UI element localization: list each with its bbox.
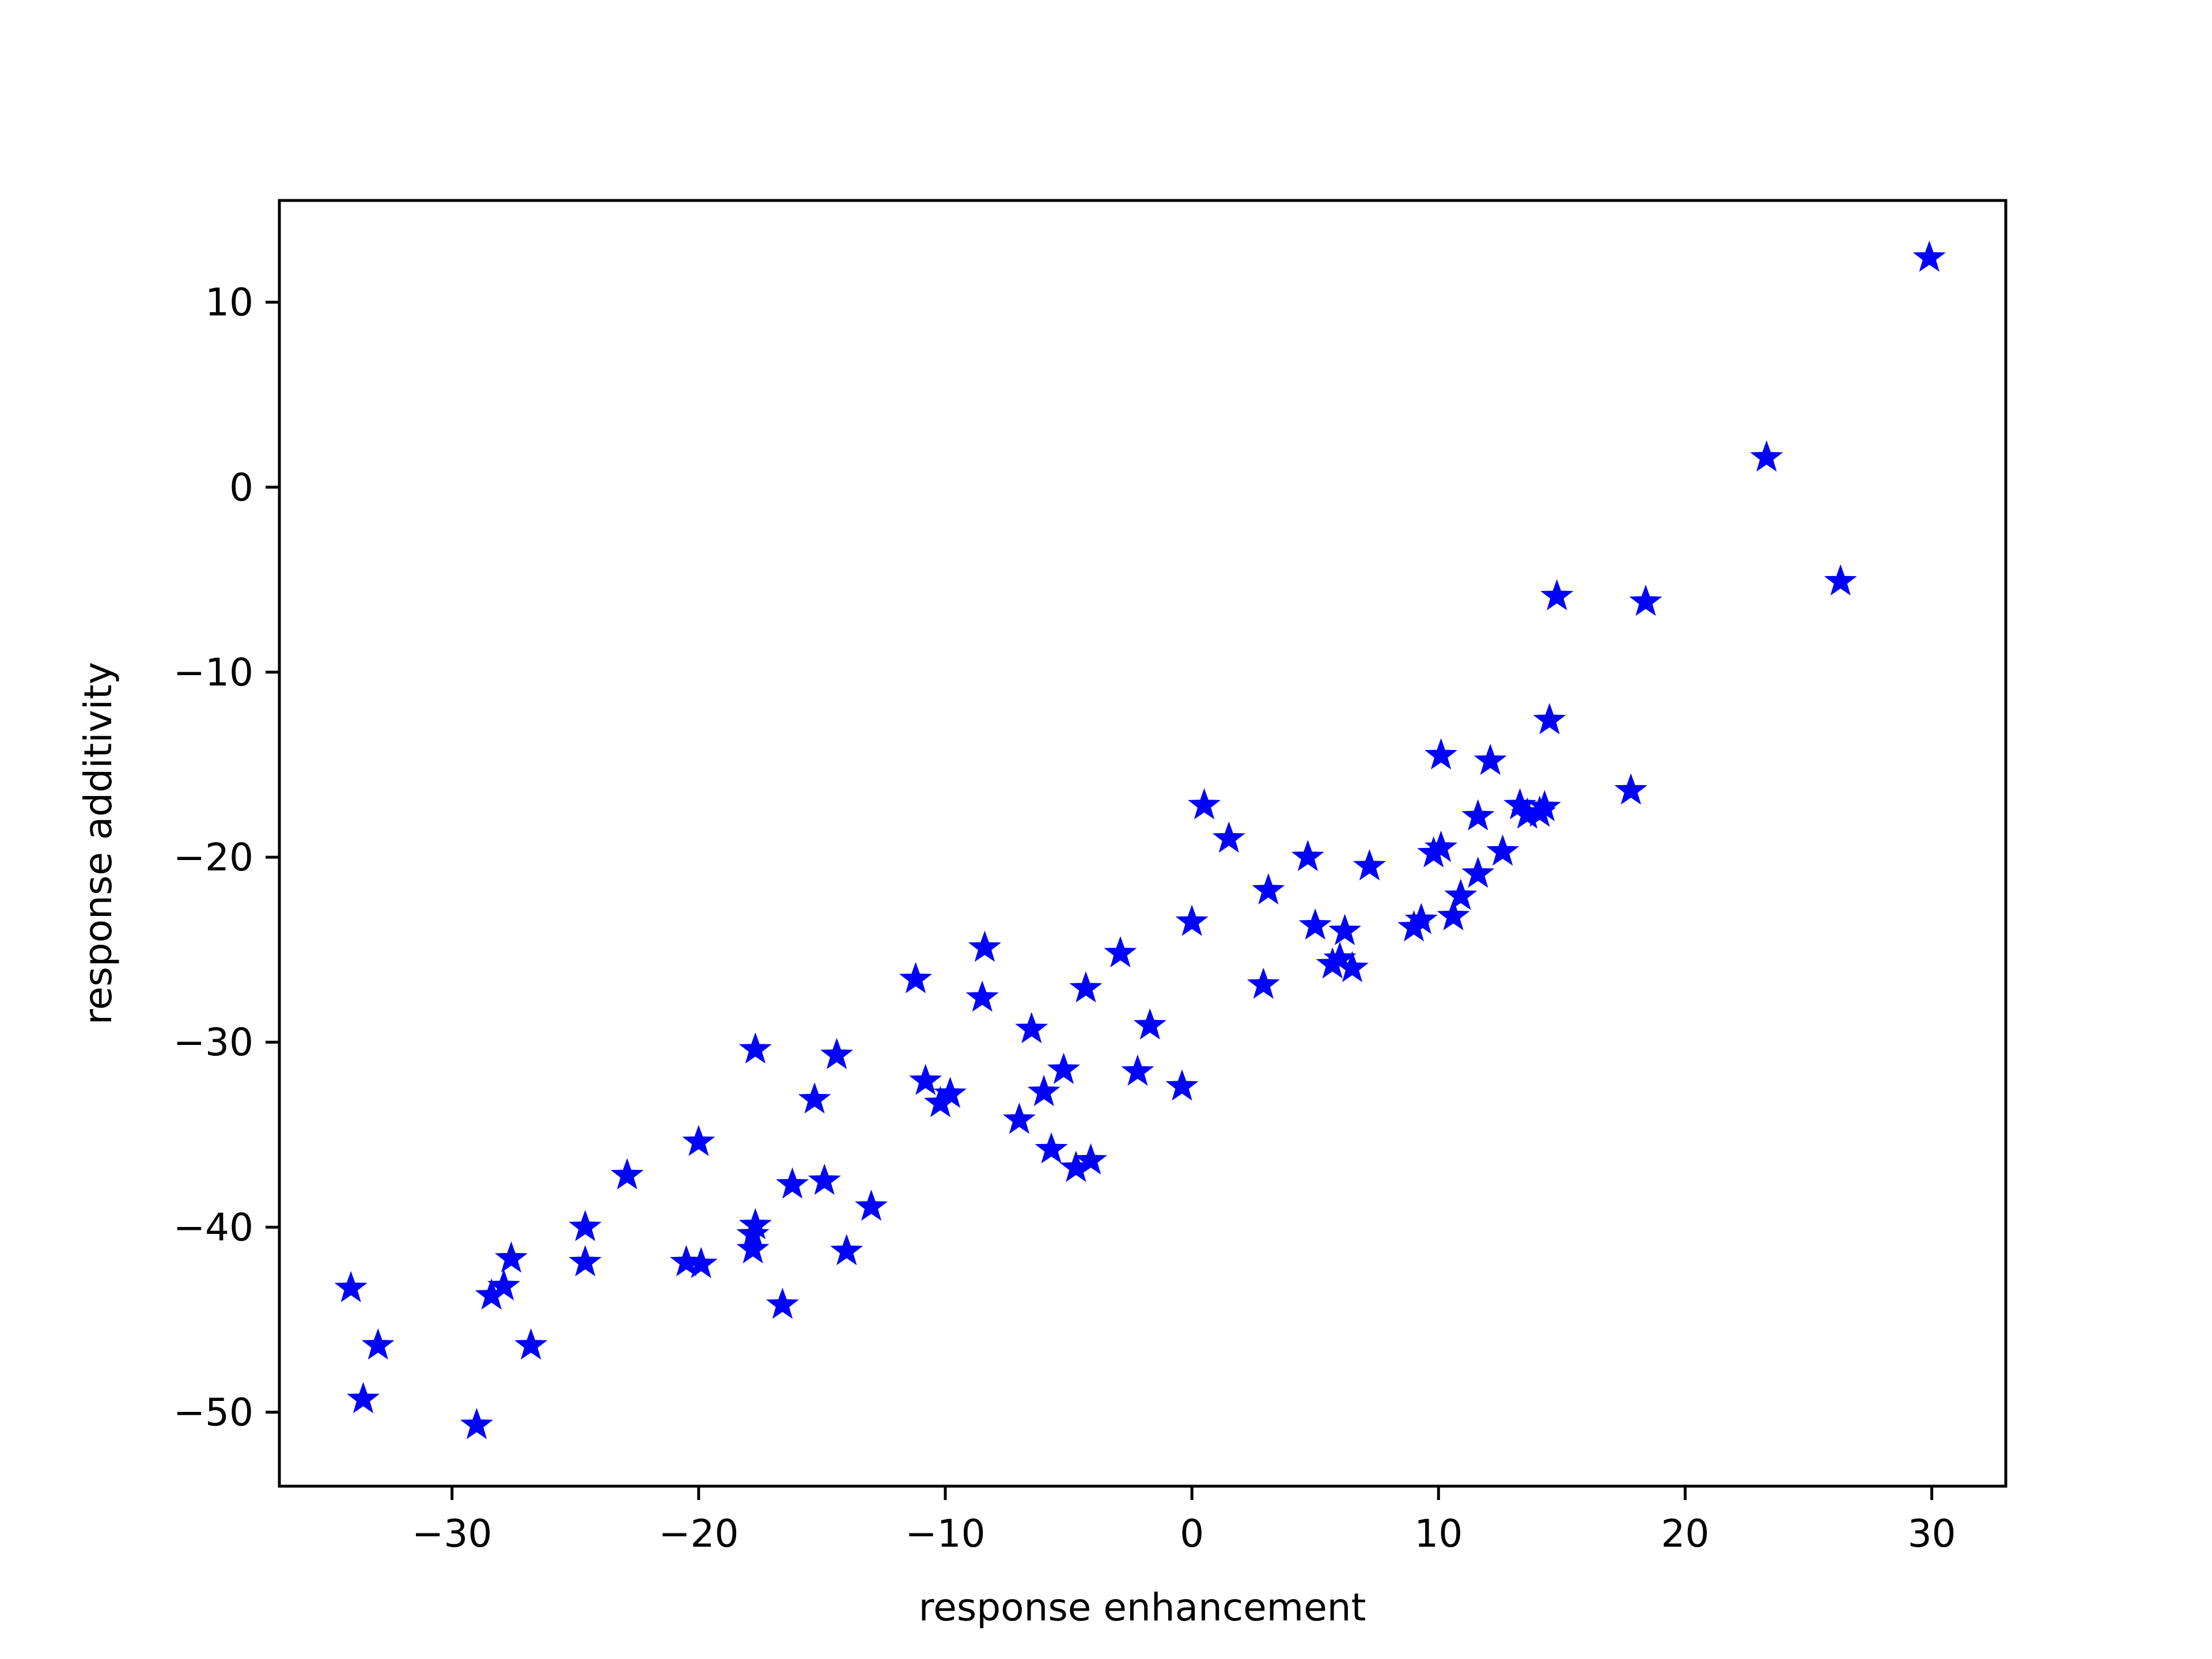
data-point-star: [1437, 899, 1470, 931]
data-point-star: [1047, 1052, 1081, 1084]
data-point-star: [475, 1278, 508, 1310]
y-tick-label: −30: [173, 1020, 253, 1065]
y-axis: −50 −40 −30 −20 −10 0 10: [173, 281, 279, 1435]
data-point-star: [1523, 796, 1556, 827]
x-axis-label: response enhancement: [919, 1585, 1366, 1630]
x-tick-label: −30: [412, 1512, 492, 1556]
data-point-star: [798, 1082, 831, 1114]
data-point-star: [1104, 936, 1137, 968]
plot-area-frame: [278, 199, 2008, 1488]
x-tick-label: −10: [905, 1512, 985, 1556]
data-point-star: [968, 930, 1002, 962]
data-point-star: [1247, 967, 1280, 999]
data-point-star: [855, 1190, 888, 1221]
data-point-star: [347, 1382, 380, 1414]
data-point-star: [1212, 821, 1245, 853]
data-point-star: [1353, 849, 1386, 881]
data-point-star: [1614, 773, 1647, 805]
data-point-star: [460, 1408, 494, 1440]
data-point-star: [1824, 564, 1857, 596]
data-point-star: [820, 1037, 854, 1070]
data-point-star: [1074, 1143, 1108, 1175]
data-point-star: [1328, 914, 1362, 945]
data-point-star: [766, 1287, 799, 1319]
data-point-star: [776, 1167, 809, 1199]
x-tick-label: 10: [1414, 1512, 1463, 1556]
y-tick-label: −50: [173, 1391, 253, 1435]
data-point-star: [1417, 836, 1450, 868]
y-tick-label: −20: [173, 835, 253, 880]
data-point-star: [1165, 1069, 1199, 1101]
data-point-star: [684, 1247, 718, 1278]
data-point-star: [1291, 840, 1324, 872]
data-point-star: [1035, 1132, 1068, 1164]
data-point-star: [808, 1164, 841, 1195]
data-point-star: [965, 980, 999, 1012]
data-point-star: [1015, 1012, 1048, 1044]
data-point-star: [682, 1124, 715, 1156]
y-tick-label: 10: [205, 281, 253, 325]
data-point-star: [1175, 904, 1209, 936]
data-point-star: [1069, 971, 1103, 1003]
data-point-star: [1486, 834, 1520, 866]
data-point-star: [736, 1232, 770, 1264]
data-point-star: [1316, 947, 1349, 979]
y-tick-label: 0: [229, 465, 253, 510]
data-point-star: [1474, 744, 1507, 775]
data-point-star: [1188, 788, 1221, 820]
data-point-star: [569, 1245, 602, 1277]
data-point-star: [1133, 1008, 1166, 1040]
data-point-star: [1059, 1150, 1093, 1182]
data-point-star: [923, 1086, 957, 1118]
data-point-star: [1629, 584, 1662, 616]
x-tick-label: 30: [1908, 1512, 1956, 1556]
data-point-star: [611, 1158, 644, 1190]
data-point-star: [1425, 738, 1458, 770]
data-point-star: [830, 1234, 863, 1266]
data-point-star: [1002, 1103, 1036, 1134]
data-point-star: [909, 1063, 942, 1095]
data-point-star: [494, 1241, 528, 1273]
data-point-star: [1540, 579, 1574, 611]
x-tick-label: −20: [658, 1512, 738, 1556]
data-point-star: [1533, 703, 1566, 734]
data-point-star: [1027, 1074, 1060, 1107]
data-points: [334, 240, 1946, 1440]
data-point-star: [334, 1271, 368, 1302]
data-point-star: [1461, 857, 1495, 888]
data-point-star: [361, 1328, 395, 1360]
data-point-star: [1750, 440, 1783, 472]
data-point-star: [1298, 908, 1332, 940]
data-point-star: [1912, 240, 1946, 272]
y-axis-label: response additivity: [76, 662, 120, 1025]
data-point-star: [1252, 873, 1285, 905]
y-tick-label: −10: [173, 650, 253, 695]
x-axis: −30 −20 −10 0 10 20 30: [412, 1486, 1956, 1556]
data-point-star: [569, 1210, 602, 1241]
data-point-star: [1444, 878, 1478, 910]
data-point-star: [899, 962, 933, 994]
x-tick-label: 0: [1180, 1512, 1204, 1556]
data-point-star: [1397, 910, 1430, 942]
y-tick-label: −40: [173, 1205, 253, 1249]
data-point-star: [1461, 799, 1495, 831]
data-point-star: [1121, 1054, 1154, 1086]
x-tick-label: 20: [1661, 1512, 1709, 1556]
data-point-star: [514, 1328, 548, 1360]
data-point-star: [1335, 950, 1369, 983]
data-point-star: [738, 1032, 772, 1064]
